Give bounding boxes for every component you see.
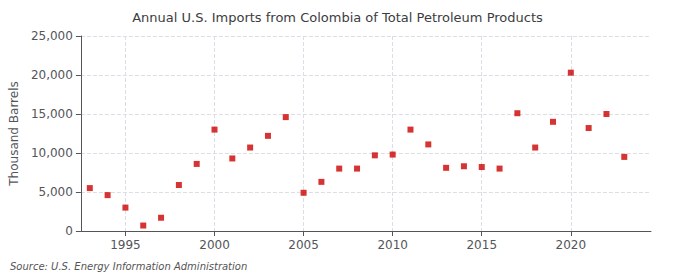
svg-text:2020: 2020 bbox=[556, 238, 587, 252]
svg-text:2015: 2015 bbox=[466, 238, 497, 252]
svg-text:Annual U.S. Imports from Colom: Annual U.S. Imports from Colombia of Tot… bbox=[132, 10, 543, 25]
svg-text:2005: 2005 bbox=[288, 238, 319, 252]
svg-text:10,000: 10,000 bbox=[31, 146, 73, 160]
svg-text:15,000: 15,000 bbox=[31, 107, 73, 121]
svg-text:Thousand Barrels: Thousand Barrels bbox=[7, 81, 21, 186]
svg-text:2010: 2010 bbox=[377, 238, 408, 252]
svg-text:25,000: 25,000 bbox=[31, 29, 73, 43]
svg-text:0: 0 bbox=[65, 224, 73, 238]
svg-text:Source: U.S. Energy Informatio: Source: U.S. Energy Information Administ… bbox=[10, 261, 247, 272]
svg-text:20,000: 20,000 bbox=[31, 68, 73, 82]
svg-text:2000: 2000 bbox=[199, 238, 230, 252]
svg-text:5,000: 5,000 bbox=[39, 185, 73, 199]
svg-text:1995: 1995 bbox=[110, 238, 141, 252]
